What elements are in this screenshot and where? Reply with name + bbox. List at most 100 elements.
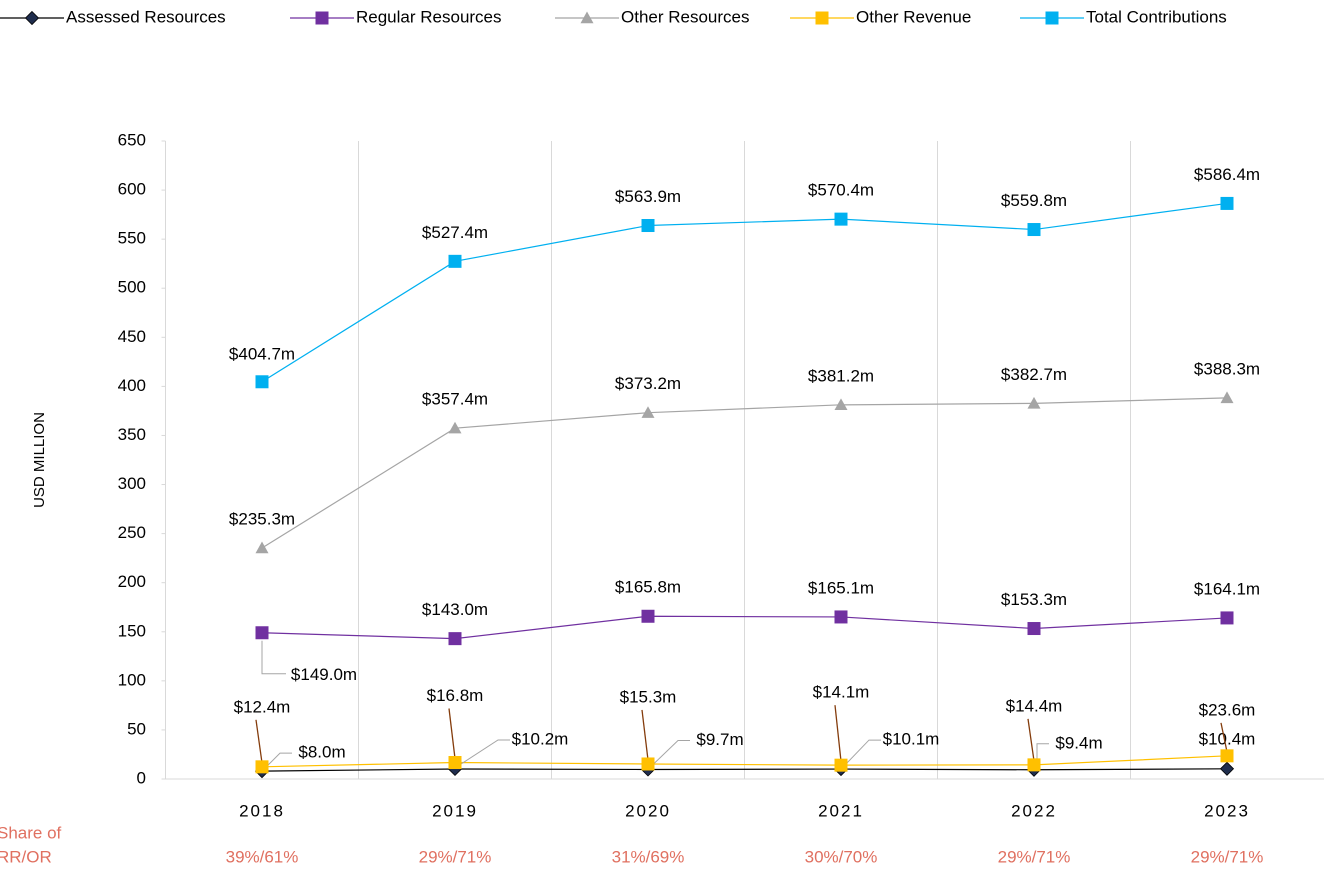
data-label: $16.8m bbox=[427, 686, 484, 705]
leader-line bbox=[448, 708, 456, 759]
data-point bbox=[641, 406, 655, 418]
share-label: 29%/71% bbox=[419, 847, 492, 866]
data-label: $15.3m bbox=[620, 687, 677, 706]
data-label: $10.2m bbox=[512, 729, 569, 748]
leader-line bbox=[457, 739, 510, 767]
legend-label: Other Revenue bbox=[856, 7, 971, 26]
data-point bbox=[641, 609, 655, 623]
data-label: $164.1m bbox=[1194, 579, 1260, 598]
data-label: $143.0m bbox=[422, 600, 488, 619]
leader-line bbox=[834, 705, 842, 762]
data-point bbox=[834, 758, 848, 772]
data-point bbox=[255, 541, 269, 554]
data-point bbox=[1027, 396, 1041, 409]
data-label: $23.6m bbox=[1199, 700, 1256, 719]
data-point bbox=[255, 626, 269, 640]
y-tick-label: 600 bbox=[118, 180, 146, 199]
y-tick-label: 200 bbox=[118, 572, 146, 591]
data-point bbox=[1220, 391, 1234, 404]
data-point bbox=[834, 610, 848, 624]
leader-line bbox=[650, 739, 690, 767]
y-tick-label: 350 bbox=[118, 425, 146, 444]
x-tick-label: 2022 bbox=[1011, 801, 1057, 820]
data-label: $14.4m bbox=[1006, 696, 1063, 715]
data-label: $10.1m bbox=[883, 730, 940, 749]
share-caption: RR/OR bbox=[0, 847, 52, 866]
data-point bbox=[641, 219, 655, 233]
share-label: 39%/61% bbox=[226, 847, 299, 866]
data-label: $165.1m bbox=[808, 578, 874, 597]
data-label: $404.7m bbox=[229, 344, 295, 363]
series-line bbox=[261, 202, 1228, 383]
legend-marker bbox=[315, 11, 329, 25]
data-label: $153.3m bbox=[1001, 590, 1067, 609]
data-point bbox=[834, 212, 848, 226]
leader-line bbox=[1220, 722, 1228, 752]
data-label: $165.8m bbox=[615, 578, 681, 597]
series-line bbox=[261, 755, 1228, 768]
data-point bbox=[448, 632, 462, 646]
data-point bbox=[448, 756, 462, 770]
legend-label: Assessed Resources bbox=[66, 7, 226, 26]
data-point bbox=[448, 254, 462, 268]
share-label: 29%/71% bbox=[1191, 847, 1264, 866]
legend-marker bbox=[1045, 11, 1059, 25]
data-label: $235.3m bbox=[229, 510, 295, 529]
share-caption: Share of bbox=[0, 823, 62, 842]
y-tick-label: 550 bbox=[118, 229, 146, 248]
x-tick-label: 2020 bbox=[625, 801, 671, 820]
data-label: $527.4m bbox=[422, 223, 488, 242]
data-label: $388.3m bbox=[1194, 359, 1260, 378]
legend-marker bbox=[580, 11, 594, 24]
data-point bbox=[1027, 223, 1041, 237]
data-label: $9.4m bbox=[1055, 733, 1102, 752]
x-tick-label: 2021 bbox=[818, 801, 864, 820]
y-tick-label: 250 bbox=[118, 523, 146, 542]
data-point bbox=[1027, 758, 1041, 772]
data-label: $381.2m bbox=[808, 366, 874, 385]
data-point bbox=[1220, 196, 1234, 210]
legend-marker bbox=[24, 10, 40, 26]
data-label: $357.4m bbox=[422, 390, 488, 409]
leader-line bbox=[261, 640, 286, 675]
x-tick-label: 2023 bbox=[1204, 801, 1250, 820]
y-tick-label: 0 bbox=[137, 768, 146, 787]
y-tick-label: 500 bbox=[118, 278, 146, 297]
y-tick-label: 100 bbox=[118, 670, 146, 689]
data-label: $8.0m bbox=[298, 743, 345, 762]
leader-line bbox=[264, 752, 292, 769]
leader-line bbox=[641, 709, 649, 761]
data-point bbox=[1027, 622, 1041, 636]
y-tick-label: 450 bbox=[118, 327, 146, 346]
data-label: $149.0m bbox=[291, 665, 357, 684]
legend-marker bbox=[815, 11, 829, 25]
data-label: $382.7m bbox=[1001, 365, 1067, 384]
data-label: $586.4m bbox=[1194, 165, 1260, 184]
legend-label: Total Contributions bbox=[1086, 7, 1227, 26]
y-tick-label: 650 bbox=[118, 130, 146, 149]
data-point bbox=[834, 398, 848, 411]
y-tick-label: 50 bbox=[127, 719, 146, 738]
y-tick-label: 400 bbox=[118, 376, 146, 395]
leader-line bbox=[843, 739, 881, 767]
data-label: $570.4m bbox=[808, 181, 874, 200]
share-label: 29%/71% bbox=[998, 847, 1071, 866]
data-label: $373.2m bbox=[615, 374, 681, 393]
data-point bbox=[641, 757, 655, 771]
series-line bbox=[261, 615, 1228, 640]
data-point bbox=[1219, 761, 1235, 776]
leader-line bbox=[1027, 718, 1035, 761]
y-tick-label: 300 bbox=[118, 474, 146, 493]
leader-line bbox=[255, 719, 263, 763]
series-line bbox=[261, 768, 1228, 772]
data-label: $559.8m bbox=[1001, 191, 1067, 210]
y-axis-label: USD MILLION bbox=[31, 412, 48, 508]
y-tick-label: 150 bbox=[118, 621, 146, 640]
share-label: 31%/69% bbox=[612, 847, 685, 866]
data-point bbox=[255, 760, 269, 774]
x-tick-label: 2019 bbox=[432, 801, 478, 820]
series-line bbox=[261, 397, 1228, 549]
data-label: $14.1m bbox=[813, 683, 870, 702]
data-point bbox=[255, 375, 269, 389]
